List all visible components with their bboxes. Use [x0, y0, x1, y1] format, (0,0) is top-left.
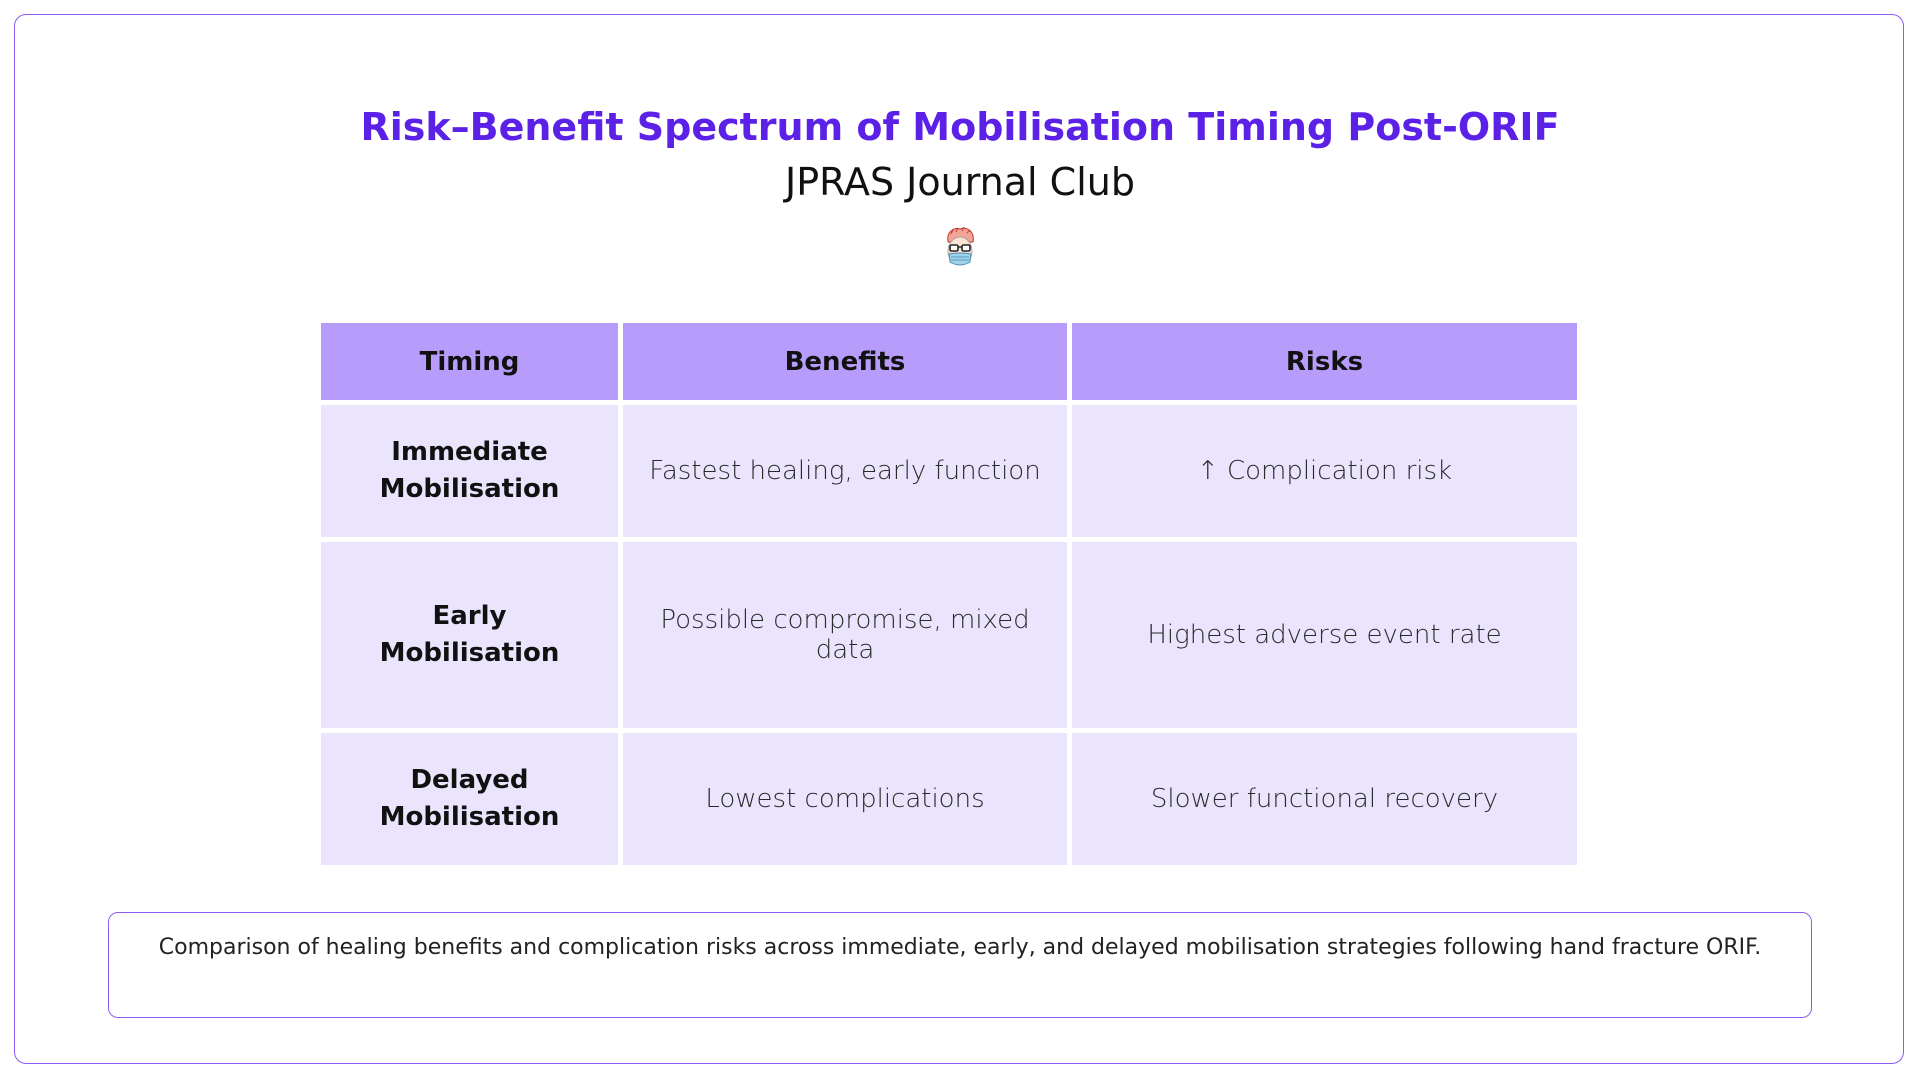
table-row: Delayed Mobilisation Lowest complication…: [321, 733, 1577, 865]
caption-text: Comparison of healing benefits and compl…: [158, 935, 1762, 960]
timing-label: Mobilisation: [379, 802, 560, 832]
slide-title: Risk–Benefit Spectrum of Mobilisation Ti…: [360, 105, 1560, 149]
doctor-avatar-icon: [947, 226, 974, 266]
risks-cell: Slower functional recovery: [1072, 733, 1577, 865]
risks-cell: Highest adverse event rate: [1072, 542, 1577, 728]
benefits-cell: Fastest healing, early function: [623, 405, 1067, 537]
timing-label: Delayed: [410, 765, 529, 795]
caption-box: Comparison of healing benefits and compl…: [108, 912, 1812, 1018]
timing-label: Mobilisation: [379, 638, 560, 668]
timing-label: Mobilisation: [379, 474, 560, 504]
timing-cell: Immediate Mobilisation: [321, 405, 618, 537]
timing-cell: Early Mobilisation: [321, 542, 618, 728]
slide-frame: [14, 14, 1904, 1064]
timing-cell: Delayed Mobilisation: [321, 733, 618, 865]
timing-label: Early: [432, 601, 507, 631]
header-timing: Timing: [321, 323, 618, 400]
header-benefits: Benefits: [623, 323, 1067, 400]
benefits-cell: Lowest complications: [623, 733, 1067, 865]
slide-subtitle: JPRAS Journal Club: [785, 160, 1135, 204]
table-row: Immediate Mobilisation Fastest healing, …: [321, 405, 1577, 537]
benefits-cell: Possible compromise, mixed data: [623, 542, 1067, 728]
table-header-row: Timing Benefits Risks: [321, 323, 1577, 400]
table-row: Early Mobilisation Possible compromise, …: [321, 542, 1577, 728]
header-risks: Risks: [1072, 323, 1577, 400]
timing-label: Immediate: [391, 437, 548, 467]
mobilisation-table: Timing Benefits Risks Immediate Mobilisa…: [316, 318, 1582, 870]
risks-cell: ↑ Complication risk: [1072, 405, 1577, 537]
